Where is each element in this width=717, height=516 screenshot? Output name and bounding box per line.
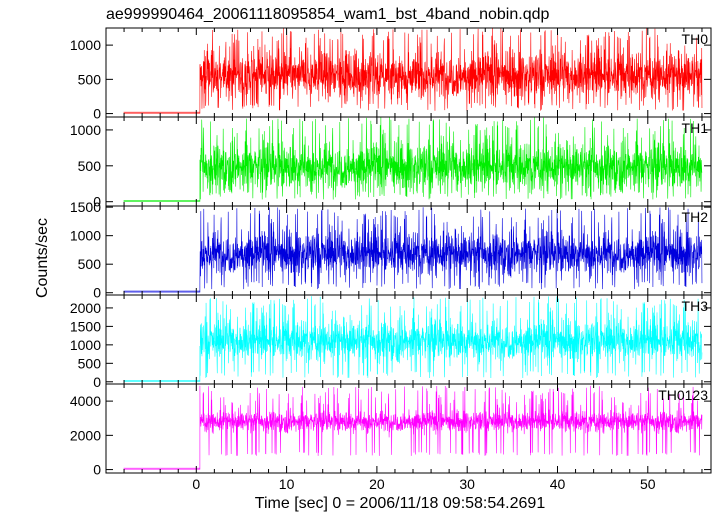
- series-label: TH0123: [658, 387, 708, 403]
- y-tick-label: 0: [93, 285, 101, 301]
- y-tick-label: 1000: [70, 228, 101, 244]
- panel-frame: [105, 294, 712, 385]
- panel-th0: 0 500 1000 TH0: [70, 27, 712, 122]
- panel-frame: [105, 383, 712, 474]
- panel-th0123: 0 2000 4000 TH0123: [70, 383, 712, 478]
- y-tick-label: 0: [93, 106, 101, 122]
- y-tick-label: 500: [78, 355, 102, 371]
- x-tick-label: 50: [640, 476, 656, 492]
- y-tick-label: 1500: [70, 199, 101, 215]
- x-tick-label: 0: [192, 476, 200, 492]
- panel-th1: 0 500 1000 TH1: [70, 116, 712, 210]
- y-tick-label: 0: [93, 462, 101, 478]
- light-curve-th0123: [123, 385, 703, 470]
- y-tick-label: 4000: [70, 393, 101, 409]
- y-tick-label: 1000: [70, 337, 101, 353]
- y-tick-label: 0: [93, 374, 101, 390]
- y-tick-label: 2000: [70, 300, 101, 316]
- x-tick-label: 10: [279, 476, 295, 492]
- x-axis-label: Time [sec] 0 = 2006/11/18 09:58:54.2691: [255, 495, 546, 512]
- light-curve-th3: [123, 296, 703, 382]
- y-tick-label: 1000: [70, 37, 101, 53]
- light-curve-th2: [123, 207, 703, 293]
- y-tick-label: 500: [78, 158, 102, 174]
- y-axis-label: Counts/sec: [34, 218, 51, 298]
- series-label: TH3: [682, 298, 709, 314]
- y-tick-label: 500: [78, 256, 102, 272]
- x-tick-label: 40: [550, 476, 566, 492]
- light-curve-th0: [123, 28, 703, 114]
- panel-th2: 0 500 1000 1500 TH2: [70, 199, 712, 301]
- y-tick-label: 1000: [70, 122, 101, 138]
- y-tick-label: 2000: [70, 427, 101, 443]
- x-tick-label: 30: [459, 476, 475, 492]
- panel-th3: 0 500 1000 1500 2000 TH3: [70, 294, 712, 390]
- light-curve-th1: [123, 117, 703, 202]
- series-label: TH1: [682, 120, 709, 136]
- series-label: TH2: [682, 209, 709, 225]
- y-tick-label: 0: [93, 194, 101, 210]
- x-tick-label: 20: [369, 476, 385, 492]
- y-tick-label: 500: [78, 71, 102, 87]
- chart-title: ae999990464_20061118095854_wam1_bst_4ban…: [106, 6, 549, 23]
- series-label: TH0: [682, 31, 709, 47]
- y-tick-label: 1500: [70, 318, 101, 334]
